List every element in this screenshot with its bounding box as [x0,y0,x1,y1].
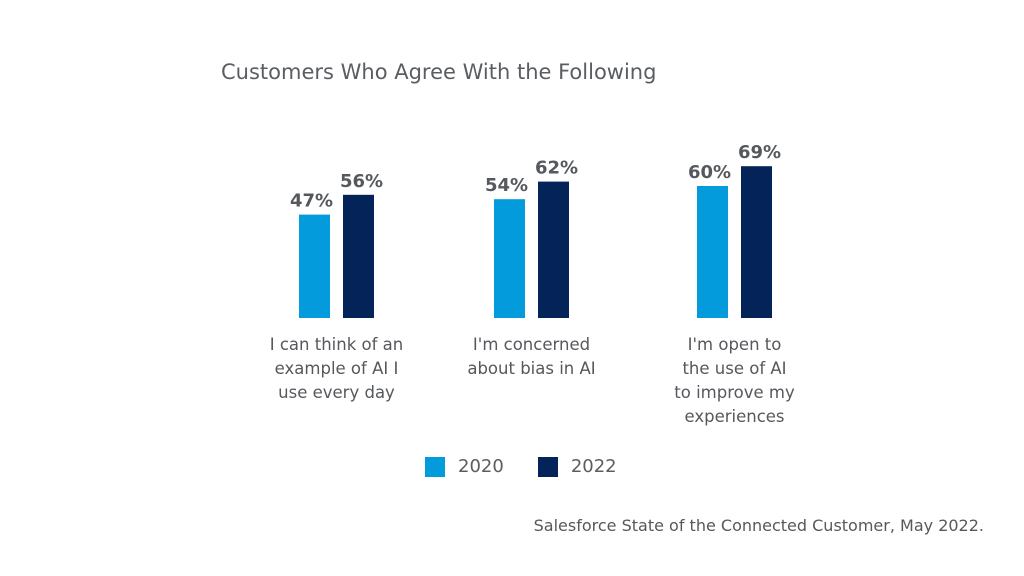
category-label-line: I'm concerned [472,335,591,354]
category-label-line: example of AI I [274,359,399,378]
legend-item-2022: 2022 [537,456,617,477]
data-label-2022-cat1: 56% [340,171,383,192]
category-label-1: I can think of an example of AI I use ever… [242,333,432,405]
category-label-line: experiences [684,407,785,426]
bar-2022-cat3 [741,166,772,318]
chart-title: Customers Who Agree With the Following [221,60,657,84]
category-label-line: to improve my [674,383,795,402]
category-label-line: I can think of an [269,335,404,354]
data-label-2020-cat2: 54% [485,175,528,196]
legend-swatch-2020 [425,456,445,477]
data-label-2022-cat2: 62% [535,158,578,179]
legend-label-2020: 2020 [458,456,504,477]
legend-swatch-2022 [537,456,558,477]
category-label-3: I'm open to the use of AI to improve my exp… [640,333,830,429]
legend-label-2022: 2022 [570,456,617,477]
bar-2020-cat2 [494,199,525,318]
legend-item-2020: 2020 [425,456,504,477]
category-label-line: I'm open to [687,335,782,354]
data-label-2020-cat1: 47% [290,191,333,212]
data-label-2022-cat3: 69% [738,142,781,163]
category-label-line: about bias in AI [467,359,596,378]
legend: 2020 2022 [425,456,651,477]
source-note: Salesforce State of the Connected Custom… [533,516,984,535]
bar-2022-cat2 [538,181,569,318]
bar-2020-cat1 [299,214,330,318]
category-label-line: the use of AI [682,359,787,378]
bar-2020-cat3 [697,186,728,318]
bar-2022-cat1 [343,194,374,318]
data-label-2020-cat3: 60% [688,162,731,183]
category-label-2: I'm concerned about bias in AI [437,333,627,381]
category-label-line: use every day [278,383,395,402]
